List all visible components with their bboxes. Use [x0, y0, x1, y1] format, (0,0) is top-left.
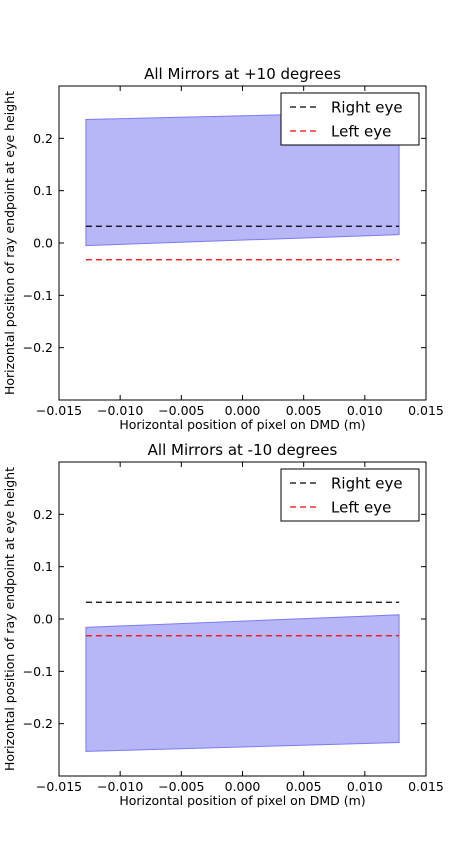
chart-2: −0.015 −0.010 −0.005 0.000 0.005 0.010 0.015 0.…	[2, 441, 444, 808]
legend-box	[280, 92, 420, 146]
x-tick-label: −0.015	[36, 403, 82, 418]
legend-label: Left eye	[331, 499, 391, 517]
x-tick-label: 0.015	[408, 779, 444, 794]
x-tick-label: 0.010	[347, 403, 383, 418]
legend-label: Right eye	[331, 99, 403, 117]
x-tick-label: −0.010	[97, 779, 143, 794]
y-axis-label: Horizontal position of ray endpoint at e…	[2, 91, 17, 395]
y-tick-label: 0.0	[33, 236, 53, 251]
x-tick-label: 0.010	[347, 779, 383, 794]
legend-box	[280, 468, 420, 522]
y-tick-label: −0.1	[23, 664, 53, 679]
legend: Right eye Left eye	[280, 468, 420, 522]
y-tick-label: −0.2	[23, 340, 53, 355]
y-axis-label: Horizontal position of ray endpoint at e…	[2, 467, 17, 771]
chart-title: All Mirrors at +10 degrees	[144, 65, 341, 83]
y-tick-label: −0.1	[23, 288, 53, 303]
chart-1: −0.015 −0.010 −0.005 0.000 0.005 0.010 0.015 0.…	[2, 65, 444, 432]
legend-label: Left eye	[331, 123, 391, 141]
x-tick-label: 0.015	[408, 403, 444, 418]
x-tick-label: 0.000	[225, 779, 261, 794]
x-tick-label: −0.010	[97, 403, 143, 418]
x-tick-label: −0.005	[158, 403, 204, 418]
legend-label: Right eye	[331, 475, 403, 493]
x-tick-label: 0.000	[225, 403, 261, 418]
x-axis-label: Horizontal position of pixel on DMD (m)	[119, 793, 365, 808]
y-tick-label: 0.2	[33, 507, 53, 522]
y-tick-label: 0.0	[33, 612, 53, 627]
x-tick-label: −0.015	[36, 779, 82, 794]
x-tick-label: 0.005	[286, 403, 322, 418]
y-tick-label: 0.2	[33, 131, 53, 146]
y-tick-label: 0.1	[33, 183, 53, 198]
legend: Right eye Left eye	[280, 92, 420, 146]
chart-title: All Mirrors at -10 degrees	[148, 441, 338, 459]
x-tick-label: −0.005	[158, 779, 204, 794]
y-tick-label: −0.2	[23, 716, 53, 731]
x-tick-label: 0.005	[286, 779, 322, 794]
y-tick-label: 0.1	[33, 559, 53, 574]
x-axis-label: Horizontal position of pixel on DMD (m)	[119, 417, 365, 432]
range-band	[85, 614, 400, 752]
